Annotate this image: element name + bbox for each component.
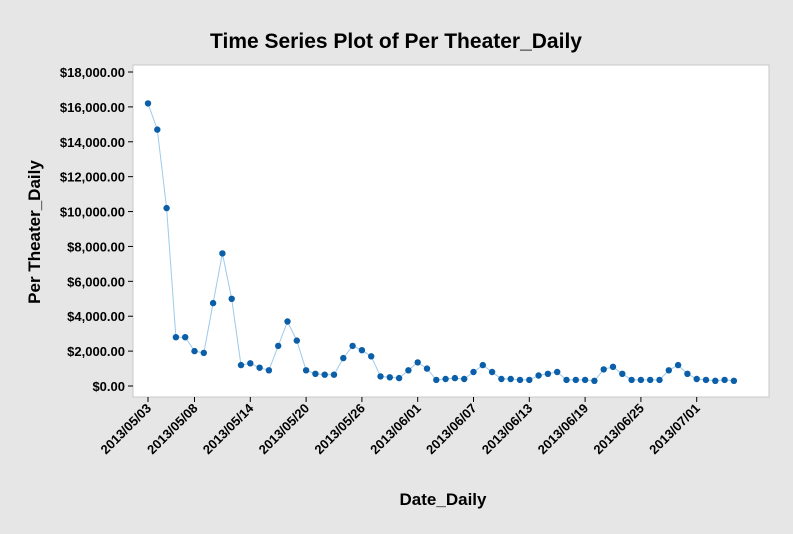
data-point [488, 368, 496, 376]
data-point [600, 366, 607, 373]
data-point [172, 334, 180, 341]
data-point [526, 376, 533, 384]
data-point [665, 367, 672, 374]
data-point [237, 361, 245, 369]
data-point [144, 100, 152, 107]
data-point [228, 295, 235, 302]
data-point [247, 360, 254, 367]
data-point [182, 334, 189, 341]
data-point [368, 353, 375, 360]
data-point [377, 373, 384, 380]
data-point [256, 364, 263, 371]
chart-title: Time Series Plot of Per Theater_Daily [210, 30, 582, 53]
data-point [637, 376, 645, 384]
data-point [442, 375, 449, 383]
y-tick-label: $14,000.00 [60, 135, 125, 150]
data-point [275, 342, 282, 350]
y-tick-label: $0.00 [92, 379, 125, 394]
data-point [395, 374, 403, 382]
data-point [200, 349, 207, 357]
data-point [302, 367, 310, 374]
data-point [386, 374, 393, 381]
data-point [405, 367, 412, 374]
data-point [340, 354, 347, 362]
y-axis-label: Per Theater_Daily [25, 160, 44, 304]
data-point [433, 376, 440, 384]
data-point [358, 347, 366, 354]
y-tick-label: $8,000.00 [67, 239, 125, 254]
data-point [684, 370, 691, 377]
data-point [535, 372, 542, 379]
data-point [209, 299, 217, 307]
data-point [572, 376, 579, 384]
y-tick-label: $10,000.00 [60, 205, 125, 220]
data-point [619, 370, 626, 377]
data-point [609, 363, 617, 370]
data-point [191, 347, 198, 355]
data-point [414, 359, 421, 366]
data-point [693, 375, 700, 383]
data-point [219, 250, 226, 257]
y-tick-label: $4,000.00 [67, 309, 125, 324]
data-point [293, 337, 300, 344]
data-point [312, 370, 319, 377]
y-tick-label: $2,000.00 [67, 344, 125, 359]
data-point [479, 361, 486, 369]
data-point [498, 375, 505, 383]
data-point [470, 368, 477, 376]
data-series [144, 100, 738, 384]
data-point [163, 204, 170, 212]
data-point [721, 376, 728, 384]
data-point [647, 376, 654, 384]
y-tick-label: $12,000.00 [60, 170, 125, 185]
data-point [349, 342, 356, 350]
data-point [730, 377, 738, 384]
data-point [591, 377, 598, 384]
data-point [581, 376, 589, 384]
data-point [702, 376, 710, 384]
data-point [656, 376, 663, 384]
data-point [544, 370, 552, 377]
data-point [628, 376, 635, 384]
y-tick-label: $18,000.00 [60, 65, 125, 80]
data-point [284, 318, 291, 325]
x-axis-label: Date_Daily [400, 490, 487, 509]
plot-area [132, 64, 770, 398]
data-point [451, 374, 459, 382]
data-point [674, 361, 682, 369]
y-tick-label: $16,000.00 [60, 100, 125, 115]
data-point [265, 367, 273, 374]
data-point [154, 126, 161, 133]
data-point [554, 368, 561, 376]
data-point [330, 371, 338, 378]
data-point [507, 375, 514, 383]
data-point [423, 365, 431, 372]
series-line [147, 103, 734, 382]
data-point [516, 376, 524, 384]
data-point [563, 376, 570, 384]
y-tick-label: $6,000.00 [67, 274, 125, 289]
data-point [321, 371, 328, 378]
data-point [461, 375, 468, 383]
data-point [712, 377, 719, 384]
